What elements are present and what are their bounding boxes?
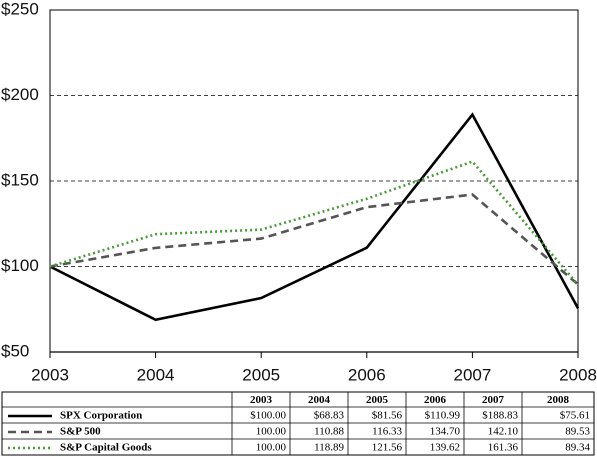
y-tick-label: $250 (1, 0, 39, 18)
table-header: 2008 (547, 394, 570, 406)
x-tick-label: 2003 (31, 365, 69, 384)
table-frame (1, 391, 595, 456)
series-line (49, 112, 580, 322)
legend-label: S&P 500 (60, 426, 101, 438)
x-tick-label: 2005 (242, 365, 280, 384)
table-cell: 116.33 (372, 426, 402, 438)
legend-label: SPX Corporation (60, 410, 142, 422)
table-cell: 161.36 (488, 442, 519, 454)
table-header: 2007 (482, 394, 505, 406)
x-tick-label: 2007 (453, 365, 491, 384)
table-cell: 134.70 (430, 426, 461, 438)
table-cell: $100.00 (250, 410, 286, 422)
y-tick-label: $100 (1, 256, 39, 275)
table-cell: 118.89 (314, 442, 344, 454)
table-cell: 100.00 (256, 442, 287, 454)
y-tick-label: $150 (1, 170, 39, 189)
series-line (49, 193, 579, 286)
x-tick-label: 2006 (348, 365, 386, 384)
table-cell: 110.88 (314, 426, 344, 438)
x-tick-label: 2008 (559, 365, 597, 384)
table-header: 2003 (250, 394, 273, 406)
y-tick-label: $50 (1, 341, 29, 360)
x-tick-label: 2004 (137, 365, 175, 384)
table-cell: $188.83 (482, 410, 518, 422)
y-tick-label: $200 (1, 85, 39, 104)
table-cell: $75.61 (560, 410, 590, 422)
legend-label: S&P Capital Goods (60, 442, 152, 454)
table-cell: $81.56 (372, 410, 403, 422)
series-line (49, 160, 579, 286)
table-cell: 139.62 (430, 442, 460, 454)
table-cell: 100.00 (256, 426, 287, 438)
table-header: 2006 (424, 394, 447, 406)
table-cell: 89.34 (565, 442, 590, 454)
table-cell: 142.10 (488, 426, 519, 438)
table-cell: $68.83 (314, 410, 345, 422)
table-header: 2004 (308, 394, 331, 406)
table-cell: $110.99 (425, 410, 461, 422)
table-cell: 121.56 (372, 442, 403, 454)
table-header: 2005 (366, 394, 389, 406)
table-cell: 89.53 (565, 426, 590, 438)
